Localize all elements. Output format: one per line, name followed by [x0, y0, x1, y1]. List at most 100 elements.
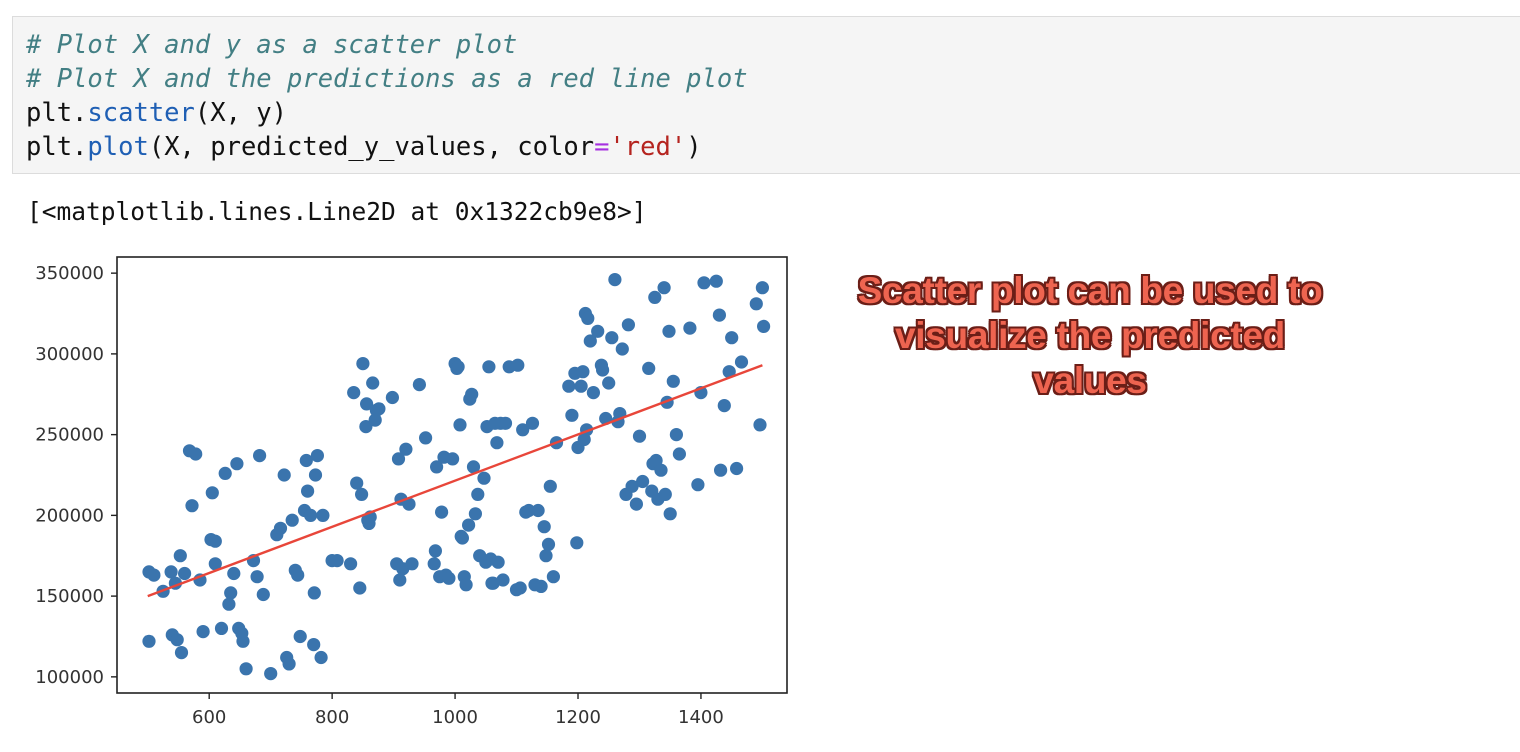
scatter-point — [513, 581, 527, 595]
scatter-point — [239, 662, 253, 676]
code-token: = — [594, 132, 610, 162]
x-tick-label: 1400 — [678, 707, 724, 728]
scatter-point — [691, 478, 705, 492]
scatter-point — [185, 499, 199, 513]
scatter-point — [273, 521, 288, 535]
scatter-point — [147, 568, 161, 582]
scatter-point — [734, 355, 749, 369]
scatter-point — [534, 579, 548, 594]
scatter-point — [205, 486, 219, 500]
scatter-point — [451, 360, 465, 374]
scatter-point — [576, 365, 590, 379]
scatter-point — [531, 503, 545, 518]
code-cell[interactable]: # Plot X and y as a scatter plot # Plot X… — [12, 16, 1520, 174]
prediction-line — [147, 364, 763, 598]
code-editor[interactable]: # Plot X and y as a scatter plot # Plot X… — [26, 28, 748, 164]
scatter-point — [372, 402, 386, 416]
code-line: plt.plot(X, predicted_y_values, color='r… — [26, 130, 748, 164]
scatter-point — [307, 586, 321, 600]
y-tick-label: 150000 — [35, 586, 104, 607]
code-line: plt.scatter(X, y) — [26, 96, 748, 130]
scatter-point — [565, 408, 579, 422]
scatter-point — [459, 578, 473, 592]
annotation-line: Scatter plot can be used to — [857, 270, 1323, 311]
y-tick-label: 100000 — [35, 667, 104, 688]
scatter-point — [442, 571, 456, 585]
code-line: # Plot X and the predictions as a red li… — [26, 62, 748, 96]
scatter-point — [227, 566, 241, 581]
scatter-point — [714, 463, 728, 477]
scatter-point — [214, 621, 229, 636]
scatter-point — [511, 358, 525, 372]
scatter-point — [581, 311, 595, 325]
scatter-point — [446, 452, 460, 466]
scatter-point — [142, 634, 156, 648]
scatter-point — [522, 503, 536, 518]
scatter-point — [282, 657, 296, 671]
code-token: # Plot X and y as a scatter plot — [26, 30, 518, 60]
scatter-point — [299, 453, 313, 468]
scatter-point — [725, 331, 739, 345]
scatter-point — [173, 549, 187, 563]
scatter-point — [546, 570, 561, 584]
scatter-point — [621, 318, 636, 332]
code-token: plot — [87, 132, 149, 162]
scatter-point — [490, 436, 504, 450]
scatter-point — [697, 276, 711, 290]
code-token: (X, y) — [194, 98, 288, 128]
annotation-text: Scatter plot can be used to visualize the… — [822, 268, 1358, 403]
scatter-point — [353, 581, 367, 595]
scatter-point — [344, 557, 358, 571]
scatter-point — [236, 634, 250, 648]
scatter-point — [477, 471, 491, 485]
annotation-line: visualize the predicted — [895, 315, 1285, 356]
scatter-point — [224, 586, 238, 600]
scatter-point — [755, 281, 770, 295]
scatter-point — [301, 484, 315, 498]
scatter-point — [366, 376, 380, 390]
scatter-point — [712, 308, 727, 322]
scatter-point — [405, 557, 419, 571]
scatter-point — [399, 442, 413, 456]
scatter-point — [654, 463, 668, 477]
scatter-point — [360, 397, 374, 411]
scatter-point — [642, 361, 656, 375]
y-tick-label: 200000 — [35, 505, 104, 526]
scatter-point — [632, 429, 647, 443]
scatter-point — [208, 557, 222, 571]
y-tick-label: 350000 — [35, 263, 104, 284]
scatter-point — [427, 557, 441, 571]
scatter-point — [662, 324, 676, 338]
scatter-point — [428, 544, 442, 558]
scatter-point — [683, 321, 697, 335]
scatter-point — [347, 386, 361, 400]
scatter-point — [174, 646, 189, 660]
scatter-point — [636, 474, 650, 489]
scatter-point — [525, 416, 540, 430]
scatter-point — [164, 565, 178, 579]
scatter-point — [314, 650, 328, 665]
scatter-point — [648, 290, 662, 304]
scatter-point — [757, 319, 771, 333]
scatter-point — [591, 324, 605, 338]
scatter-point — [350, 476, 364, 490]
scatter-point — [222, 597, 236, 611]
scatter-point — [455, 531, 469, 545]
scatter-point — [583, 334, 597, 348]
scatter-point — [629, 497, 644, 511]
scatter-point — [462, 518, 476, 532]
y-tick-label: 250000 — [35, 425, 104, 446]
scatter-point — [230, 457, 244, 471]
scatter-point — [356, 357, 370, 371]
scatter-point — [658, 487, 672, 501]
scatter-point — [453, 418, 467, 432]
code-token: plt. — [26, 132, 88, 162]
scatter-point — [170, 633, 184, 647]
x-tick-label: 1000 — [432, 707, 478, 728]
scatter-point — [570, 536, 584, 550]
y-tick-label: 300000 — [35, 344, 104, 365]
scatter-point — [285, 513, 299, 527]
scatter-point — [625, 479, 639, 493]
scatter-point — [196, 625, 210, 639]
